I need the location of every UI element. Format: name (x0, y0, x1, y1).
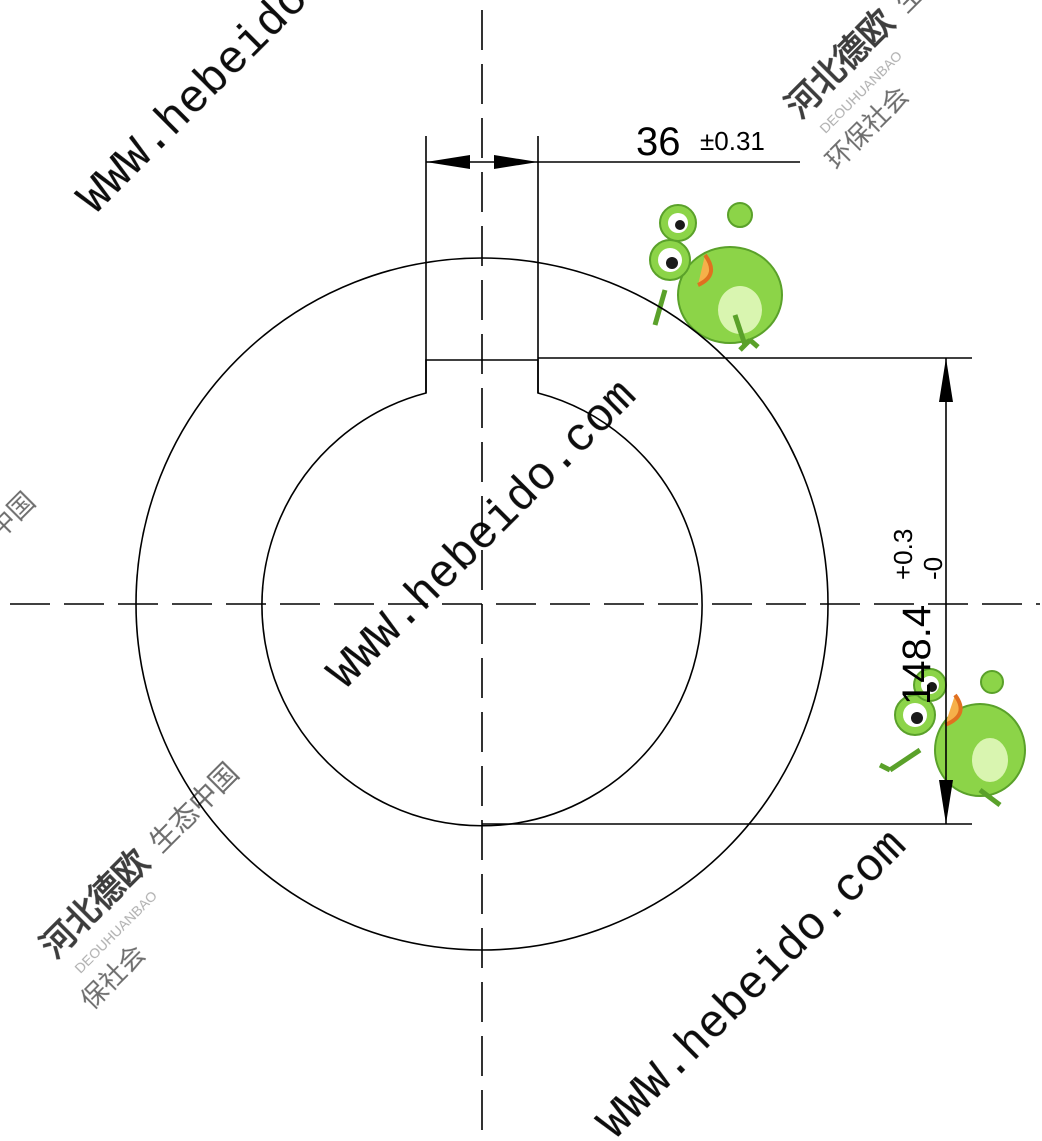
bore-with-keyway (261, 359, 703, 827)
depth-dimension: 148.4 +0.3 -0 (482, 357, 972, 825)
width-tolerance: ±0.31 (700, 126, 765, 156)
frog-mascot-icon-2 (878, 668, 1026, 807)
depth-tolerance-upper: +0.3 (888, 529, 918, 580)
watermark-url-top-left: WWW.hebeido.com (68, 0, 398, 225)
watermark-slogan-2: 生态中国 (888, 0, 991, 19)
depth-tolerance-lower: -0 (918, 557, 948, 580)
outer-circle (135, 257, 829, 951)
frog-mascot-icon (649, 202, 783, 352)
width-value: 36 (636, 120, 681, 164)
watermark-slogan-2b: 生态中国 (143, 756, 246, 859)
watermark-slogan-left-edge: 中国 (0, 487, 42, 545)
watermark-brand-top-right: 河北德欧 生态中国 DEOUHUANBAO 环保社会 (778, 0, 991, 176)
watermark-brand-bottom-left: 河北德欧 生态中国 DEOUHUANBAO 保社会 (33, 756, 246, 1016)
width-dimension: 36 ±0.31 (425, 120, 800, 393)
watermark-url-bottom-right: WWW.hebeido.com (588, 820, 918, 1141)
depth-value: 148.4 (895, 605, 939, 705)
